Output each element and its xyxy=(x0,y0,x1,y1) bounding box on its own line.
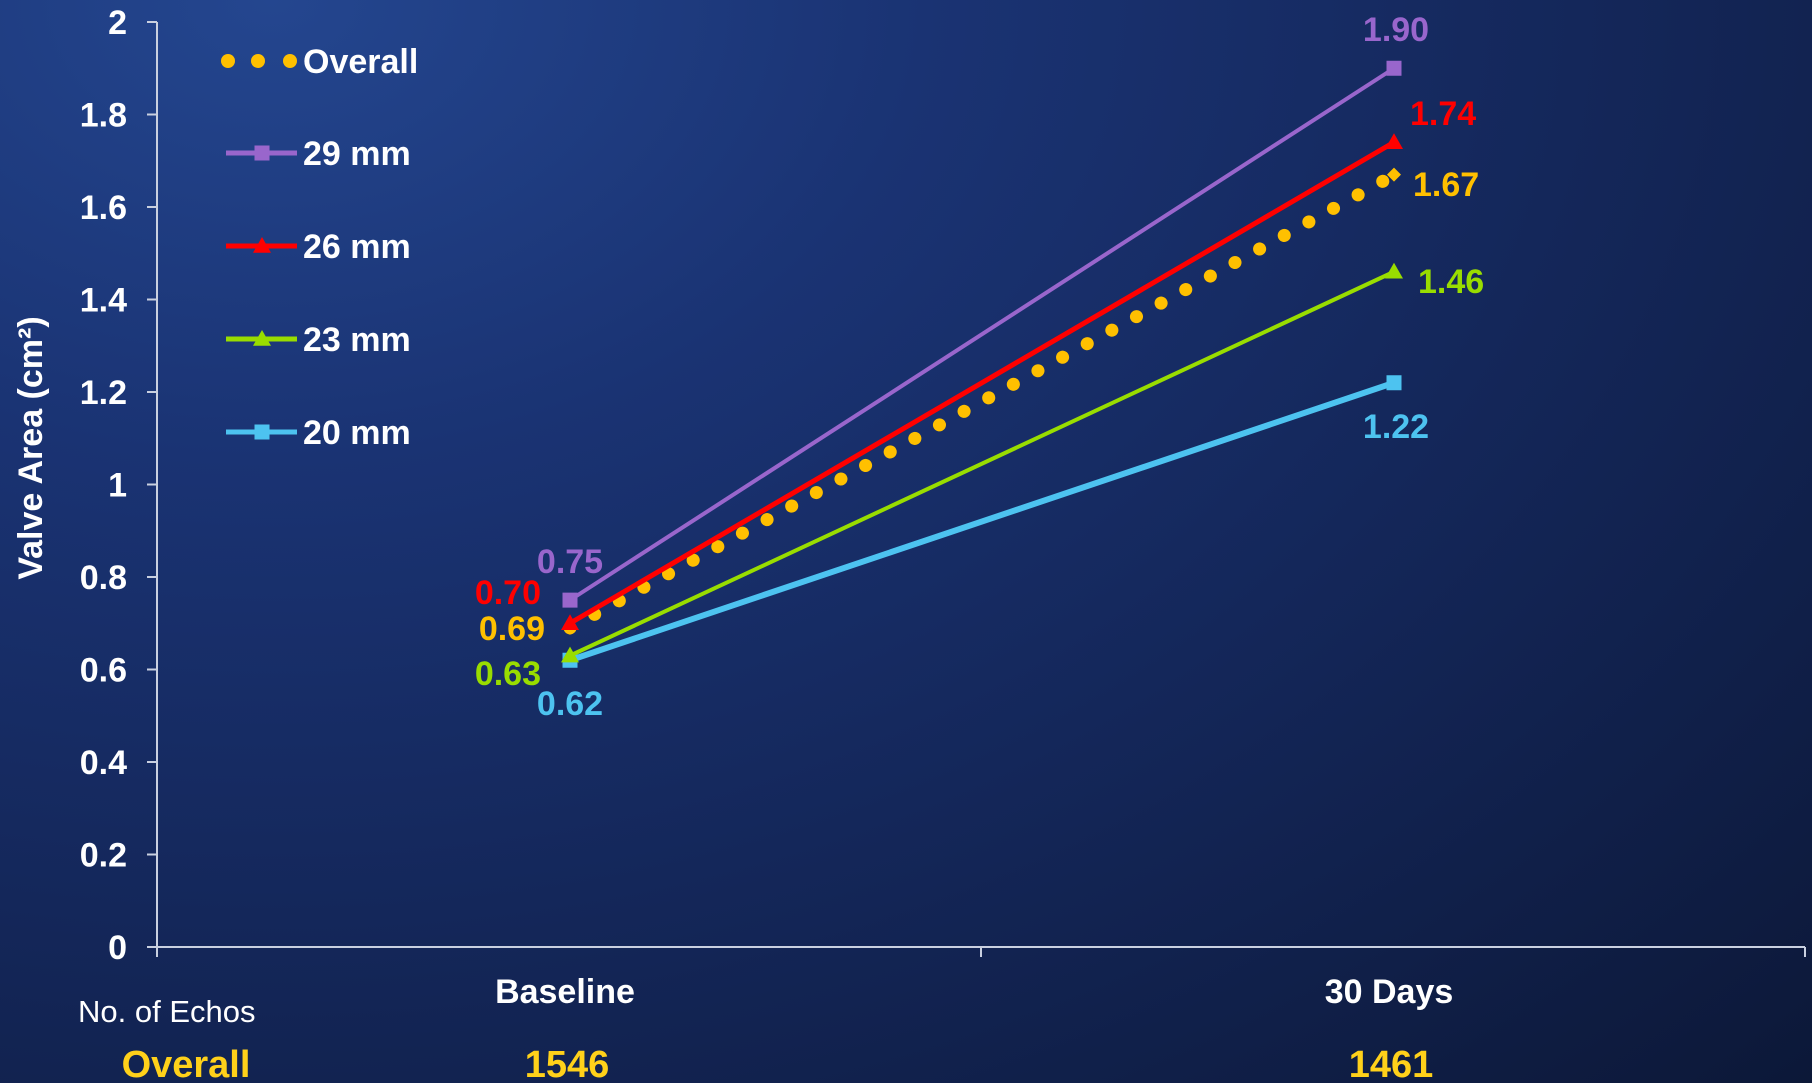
legend-dot xyxy=(251,54,265,68)
square-marker xyxy=(1386,375,1402,391)
series-line xyxy=(569,379,1395,664)
y-tick-label: 0.4 xyxy=(80,744,127,782)
y-tick-label: 1.6 xyxy=(80,189,127,227)
x-category-label: 30 Days xyxy=(1325,973,1454,1011)
data-label: 0.69 xyxy=(479,610,545,648)
y-tick-label: 0 xyxy=(108,929,127,967)
legend: Overall 29 mm 26 mm 23 mm 20 mm xyxy=(221,43,418,452)
y-tick-label: 0.8 xyxy=(80,559,127,597)
legend-item: 29 mm xyxy=(226,135,411,173)
data-label: 0.62 xyxy=(537,685,603,723)
data-labels: 0.69 1.67 0.75 1.90 0.70 1.74 0.63 1.46 0.62 1.22 xyxy=(475,11,1484,723)
triangle-marker xyxy=(253,237,271,253)
square-marker xyxy=(1386,60,1402,76)
y-tick-label: 1.2 xyxy=(80,374,127,412)
series-layer xyxy=(561,60,1403,668)
axes: 0 0.2 0.4 0.6 0.8 1 1.2 1.4 1.6 1.8 2 Baseline 30 Da… xyxy=(12,4,1806,1011)
triangle-marker xyxy=(1385,262,1403,279)
diamond-marker xyxy=(1387,167,1401,182)
series-26-mm xyxy=(561,133,1403,630)
echo-count-value: 1461 xyxy=(1349,1044,1434,1083)
x-category-label: Baseline xyxy=(495,973,635,1011)
echo-count-table: No. of Echos Overall 1546 1461 xyxy=(78,994,1433,1083)
series-23-mm xyxy=(561,262,1403,663)
square-marker xyxy=(562,592,578,608)
data-label: 1.67 xyxy=(1413,166,1479,204)
legend-label: 20 mm xyxy=(303,414,411,452)
data-label: 0.70 xyxy=(475,574,541,612)
echo-count-value: 1546 xyxy=(525,1044,610,1083)
y-axis-title: Valve Area (cm²) xyxy=(12,316,50,579)
triangle-marker xyxy=(253,330,271,346)
y-tick-label: 0.2 xyxy=(80,837,127,875)
y-tick-label: 2 xyxy=(108,4,127,42)
triangle-marker xyxy=(561,614,579,630)
legend-item: 26 mm xyxy=(226,228,411,266)
data-label: 1.90 xyxy=(1363,11,1429,49)
legend-label: 26 mm xyxy=(303,228,411,266)
echo-row-label: Overall xyxy=(122,1044,251,1083)
square-marker xyxy=(254,145,270,161)
square-marker xyxy=(254,424,270,440)
series-overall xyxy=(563,167,1401,635)
legend-label: 29 mm xyxy=(303,135,411,173)
triangle-marker xyxy=(561,646,579,663)
series-line xyxy=(569,269,1395,658)
y-tick-label: 1.8 xyxy=(80,97,127,135)
data-label: 1.74 xyxy=(1410,95,1476,133)
data-label: 0.75 xyxy=(537,543,603,581)
data-label: 1.46 xyxy=(1418,263,1484,301)
y-tick-label: 1 xyxy=(108,467,127,505)
legend-item: Overall xyxy=(221,43,418,81)
data-label: 1.22 xyxy=(1363,408,1429,446)
series-29-mm xyxy=(562,60,1402,608)
legend-dot xyxy=(283,54,297,68)
y-tick-label: 1.4 xyxy=(80,282,127,320)
legend-dot xyxy=(221,54,235,68)
triangle-marker xyxy=(1385,133,1403,149)
y-tick-label: 0.6 xyxy=(80,652,127,690)
data-label: 0.63 xyxy=(475,655,541,693)
series-line xyxy=(568,66,1396,602)
legend-label: 23 mm xyxy=(303,321,411,359)
legend-item: 20 mm xyxy=(226,414,411,452)
legend-item: 23 mm xyxy=(226,321,411,359)
series-line xyxy=(563,174,1391,635)
series-line xyxy=(568,140,1396,626)
echo-table-heading: No. of Echos xyxy=(78,994,255,1029)
legend-label: Overall xyxy=(303,43,418,81)
